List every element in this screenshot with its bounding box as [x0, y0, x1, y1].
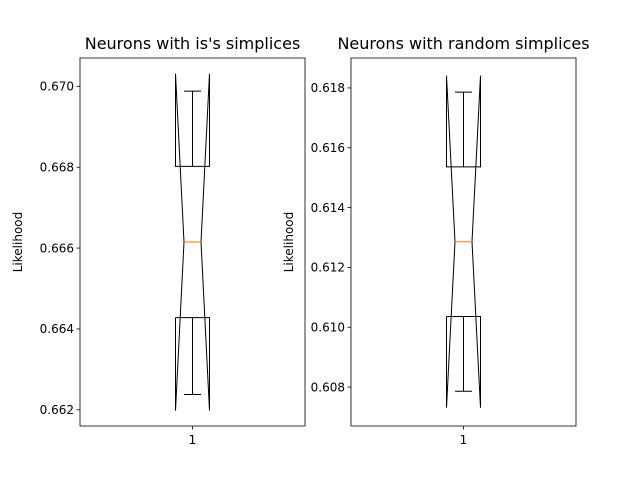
box-body: [175, 73, 210, 411]
x-tick-label: 1: [460, 433, 468, 447]
y-tick-label: 0.666: [40, 241, 74, 255]
y-tick-label: 0.612: [311, 261, 345, 275]
y-tick-label: 0.668: [40, 160, 74, 174]
y-tick-label: 0.610: [311, 321, 345, 335]
y-tick-label: 0.618: [311, 81, 345, 95]
y-tick-label: 0.616: [311, 141, 345, 155]
box-body: [446, 75, 481, 408]
y-tick-label: 0.664: [40, 322, 74, 336]
y-axis-label: Likelihood: [11, 212, 25, 273]
x-tick-label: 1: [189, 433, 197, 447]
y-tick-label: 0.670: [40, 80, 74, 94]
y-axis-label: Likelihood: [282, 212, 296, 273]
chart-panel-left: Neurons with is's simplices 0.662 0.664 0.6…: [11, 34, 306, 447]
y-tick-label: 0.608: [311, 380, 345, 394]
chart-panel-right: Neurons with random simplices 0.608 0.610 0…: [282, 34, 590, 447]
chart-title: Neurons with is's simplices: [85, 34, 301, 53]
y-tick-label: 0.614: [311, 201, 345, 215]
y-tick-label: 0.662: [40, 403, 74, 417]
chart-title: Neurons with random simplices: [337, 34, 589, 53]
